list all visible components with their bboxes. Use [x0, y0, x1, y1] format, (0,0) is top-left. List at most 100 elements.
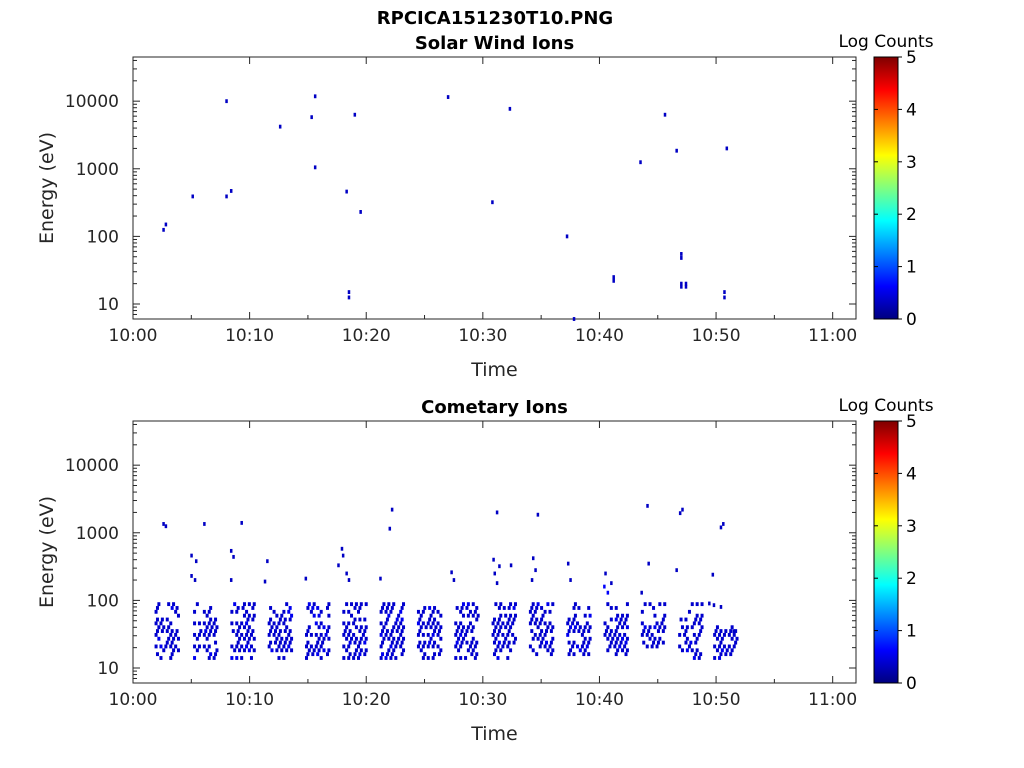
count-pixel [395, 640, 399, 645]
count-pixel [645, 644, 649, 649]
colorbar-gradient [873, 420, 899, 684]
count-pixel [154, 644, 158, 649]
count-pixel [269, 629, 273, 633]
count-pixel [431, 632, 435, 637]
count-pixel [347, 632, 351, 637]
count-pixel [722, 522, 725, 526]
count-pixel [418, 640, 422, 645]
count-pixel [321, 640, 325, 645]
count-pixel [212, 656, 216, 660]
count-pixel [513, 613, 517, 618]
count-pixel [240, 621, 244, 626]
count-pixel [543, 621, 547, 626]
count-pixel [327, 636, 331, 641]
count-pixel [499, 648, 503, 653]
count-pixel [646, 503, 649, 508]
count-pixel [353, 606, 357, 610]
count-pixel [235, 632, 239, 637]
count-pixel [608, 632, 612, 637]
count-pixel [473, 609, 477, 614]
count-pixel [154, 632, 158, 637]
count-pixel [494, 625, 498, 630]
ridge [491, 602, 517, 660]
count-pixel [317, 625, 321, 630]
count-pixel [544, 629, 548, 633]
count-pixel [509, 613, 513, 618]
ridge [193, 602, 219, 660]
count-pixel [282, 609, 286, 614]
count-pixel [504, 625, 508, 630]
count-pixel [233, 648, 237, 653]
count-pixel [252, 648, 256, 653]
count-pixel [353, 112, 357, 117]
count-pixel [361, 632, 365, 637]
count-pixel [252, 636, 256, 641]
count-pixel [195, 648, 199, 653]
x-tick-label: 10:00 [109, 690, 158, 710]
ridge [379, 602, 406, 660]
count-pixel [312, 613, 316, 618]
count-pixel [247, 613, 251, 618]
count-pixel [242, 636, 246, 641]
count-pixel [722, 632, 726, 637]
count-pixel [436, 609, 440, 614]
count-pixel [381, 606, 385, 610]
count-pixel [639, 160, 642, 165]
count-pixel [582, 652, 586, 657]
count-pixel [203, 522, 206, 526]
count-pixel [459, 644, 463, 649]
plot-area [132, 56, 857, 320]
count-pixel [434, 625, 438, 630]
count-pixel [573, 625, 577, 630]
count-pixel [419, 648, 423, 653]
x-tick-label: 10:50 [692, 690, 741, 710]
y-tick-label: 10 [97, 659, 119, 679]
count-pixel [207, 609, 211, 614]
count-pixel [229, 189, 233, 193]
count-pixel [311, 652, 315, 657]
count-pixel [172, 648, 176, 653]
count-pixel [509, 563, 513, 568]
count-pixel [437, 629, 441, 633]
count-pixel [319, 644, 323, 649]
count-pixel [713, 644, 717, 649]
count-pixel [565, 234, 569, 239]
count-pixel [464, 632, 468, 637]
count-pixel [214, 629, 218, 633]
count-pixel [416, 621, 420, 626]
count-pixel [278, 640, 282, 645]
count-pixel [606, 602, 610, 607]
x-tick-label: 10:20 [342, 326, 391, 346]
count-pixel [653, 613, 657, 618]
count-pixel [395, 617, 399, 622]
count-pixel [436, 621, 440, 626]
count-pixel [154, 609, 158, 614]
count-pixel [533, 621, 537, 626]
count-pixel [307, 602, 311, 607]
count-pixel [511, 632, 515, 637]
count-pixel [625, 602, 629, 607]
count-pixel [399, 609, 403, 614]
count-pixel [429, 636, 433, 641]
count-pixel [270, 648, 274, 653]
count-pixel [567, 617, 571, 622]
count-pixel [724, 652, 728, 657]
count-pixel [695, 648, 699, 653]
count-pixel [277, 656, 281, 660]
count-pixel [358, 606, 362, 610]
count-pixel [387, 648, 391, 653]
count-pixel [400, 652, 404, 657]
count-pixel [170, 652, 174, 657]
count-pixel [512, 640, 516, 645]
count-pixel [416, 609, 420, 614]
count-pixel [723, 290, 726, 295]
count-pixel [499, 613, 503, 618]
count-pixel [663, 112, 667, 117]
count-pixel [711, 572, 715, 577]
count-pixel [363, 652, 367, 657]
count-pixel [722, 644, 726, 649]
count-pixel [614, 640, 618, 645]
count-pixel [729, 652, 733, 657]
count-pixel [275, 613, 279, 618]
count-pixel [661, 640, 665, 645]
